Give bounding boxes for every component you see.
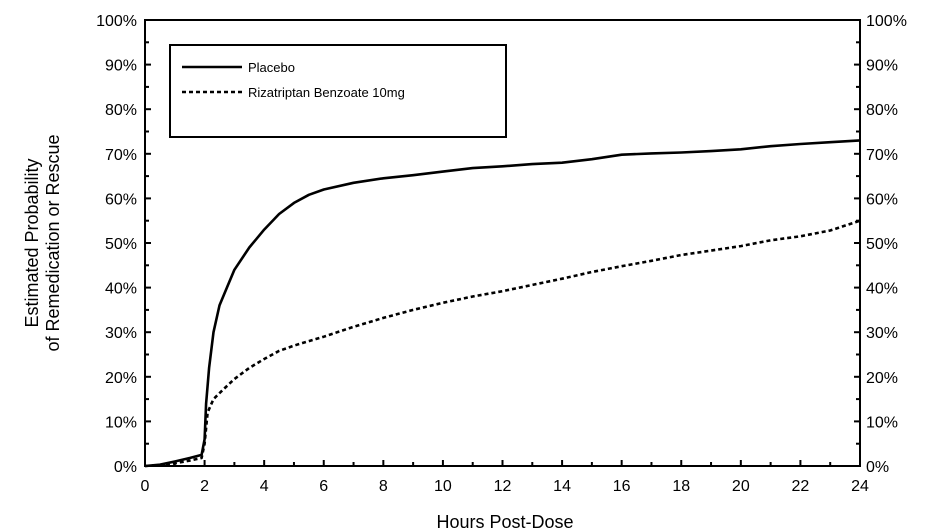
y-tick-label-right: 0% [866, 459, 889, 476]
y-tick-label-left: 70% [105, 147, 137, 164]
y-tick-label-right: 50% [866, 236, 898, 253]
y-tick-label-left: 90% [105, 58, 137, 75]
y-tick-label-left: 30% [105, 325, 137, 342]
y-tick-label-left: 0% [114, 459, 137, 476]
y-tick-label-right: 40% [866, 281, 898, 298]
x-tick-label: 2 [200, 478, 209, 495]
y-tick-label-left: 50% [105, 236, 137, 253]
y-axis-title-line-1: Estimated Probability [22, 158, 42, 327]
x-tick-label: 6 [319, 478, 328, 495]
legend: Placebo Rizatriptan Benzoate 10mg [169, 44, 507, 138]
y-tick-label-right: 30% [866, 325, 898, 342]
y-tick-label-right: 80% [866, 102, 898, 119]
legend-label-placebo: Placebo [248, 60, 295, 75]
x-tick-label: 0 [141, 478, 150, 495]
y-axis-title: Estimated Probability of Remedication or… [22, 134, 63, 351]
y-tick-label-left: 20% [105, 370, 137, 387]
series-line-rizatriptan [144, 219, 861, 468]
y-tick-label-right: 20% [866, 370, 898, 387]
labels-layer: 0 2 4 6 8 10 12 14 16 18 20 22 240% 0%10% 10%20% 20%30%… [96, 13, 907, 495]
x-tick-label: 12 [494, 478, 512, 495]
x-tick-label: 8 [379, 478, 388, 495]
x-tick-label: 16 [613, 478, 631, 495]
y-tick-label-right: 90% [866, 58, 898, 75]
x-tick-label: 24 [851, 478, 869, 495]
y-axis-title-line-2: of Remedication or Rescue [43, 134, 63, 351]
y-tick-label-right: 70% [866, 147, 898, 164]
series-line-placebo [144, 139, 861, 468]
y-tick-label-left: 100% [96, 13, 137, 30]
y-tick-label-left: 10% [105, 414, 137, 431]
y-tick-label-left: 40% [105, 281, 137, 298]
x-tick-label: 18 [672, 478, 690, 495]
x-tick-label: 10 [434, 478, 452, 495]
x-tick-label: 22 [792, 478, 810, 495]
x-tick-label: 4 [260, 478, 269, 495]
y-tick-label-right: 10% [866, 414, 898, 431]
x-tick-label: 20 [732, 478, 750, 495]
y-tick-label-left: 60% [105, 191, 137, 208]
legend-label-rizatriptan: Rizatriptan Benzoate 10mg [248, 85, 405, 100]
y-tick-label-left: 80% [105, 102, 137, 119]
series-layer [144, 139, 861, 468]
y-tick-label-right: 60% [866, 191, 898, 208]
y-tick-label-right: 100% [866, 13, 907, 30]
x-tick-label: 14 [553, 478, 571, 495]
x-axis-title: Hours Post-Dose [436, 512, 573, 532]
